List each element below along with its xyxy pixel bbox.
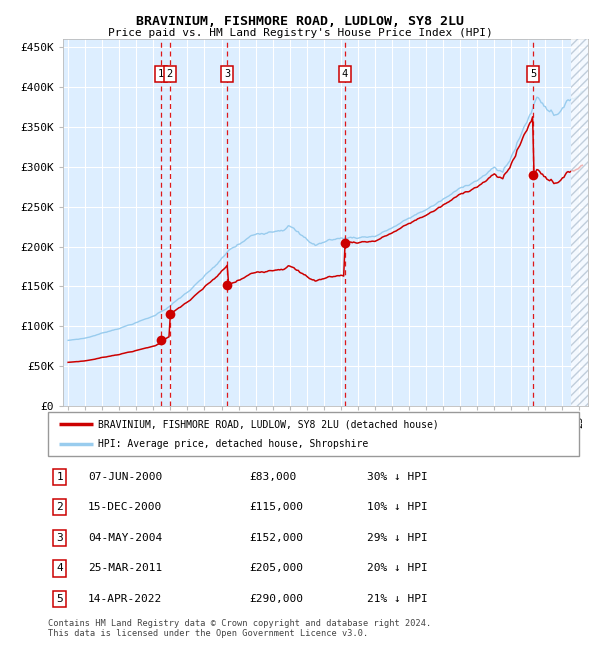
Text: £115,000: £115,000: [250, 502, 304, 512]
Text: 2: 2: [56, 502, 63, 512]
FancyBboxPatch shape: [48, 412, 579, 456]
Text: 5: 5: [530, 69, 536, 79]
Text: Price paid vs. HM Land Registry's House Price Index (HPI): Price paid vs. HM Land Registry's House …: [107, 28, 493, 38]
Text: 10% ↓ HPI: 10% ↓ HPI: [367, 502, 427, 512]
Bar: [571, 39, 588, 406]
Text: 4: 4: [341, 69, 348, 79]
Text: 1: 1: [158, 69, 164, 79]
Text: 15-DEC-2000: 15-DEC-2000: [88, 502, 162, 512]
Text: BRAVINIUM, FISHMORE ROAD, LUDLOW, SY8 2LU (detached house): BRAVINIUM, FISHMORE ROAD, LUDLOW, SY8 2L…: [98, 419, 439, 429]
Text: 4: 4: [56, 564, 63, 573]
Text: Contains HM Land Registry data © Crown copyright and database right 2024.
This d: Contains HM Land Registry data © Crown c…: [48, 619, 431, 638]
Text: 29% ↓ HPI: 29% ↓ HPI: [367, 533, 427, 543]
Text: 20% ↓ HPI: 20% ↓ HPI: [367, 564, 427, 573]
Text: 14-APR-2022: 14-APR-2022: [88, 594, 162, 604]
Text: 21% ↓ HPI: 21% ↓ HPI: [367, 594, 427, 604]
Text: 1: 1: [56, 472, 63, 482]
Text: 30% ↓ HPI: 30% ↓ HPI: [367, 472, 427, 482]
Text: 5: 5: [56, 594, 63, 604]
Text: 25-MAR-2011: 25-MAR-2011: [88, 564, 162, 573]
Text: 04-MAY-2004: 04-MAY-2004: [88, 533, 162, 543]
Text: £290,000: £290,000: [250, 594, 304, 604]
Text: 07-JUN-2000: 07-JUN-2000: [88, 472, 162, 482]
Text: 3: 3: [56, 533, 63, 543]
Text: 3: 3: [224, 69, 230, 79]
Text: BRAVINIUM, FISHMORE ROAD, LUDLOW, SY8 2LU: BRAVINIUM, FISHMORE ROAD, LUDLOW, SY8 2L…: [136, 15, 464, 28]
Text: 2: 2: [167, 69, 173, 79]
Text: HPI: Average price, detached house, Shropshire: HPI: Average price, detached house, Shro…: [98, 439, 368, 449]
Text: £83,000: £83,000: [250, 472, 297, 482]
Text: £205,000: £205,000: [250, 564, 304, 573]
Text: £152,000: £152,000: [250, 533, 304, 543]
